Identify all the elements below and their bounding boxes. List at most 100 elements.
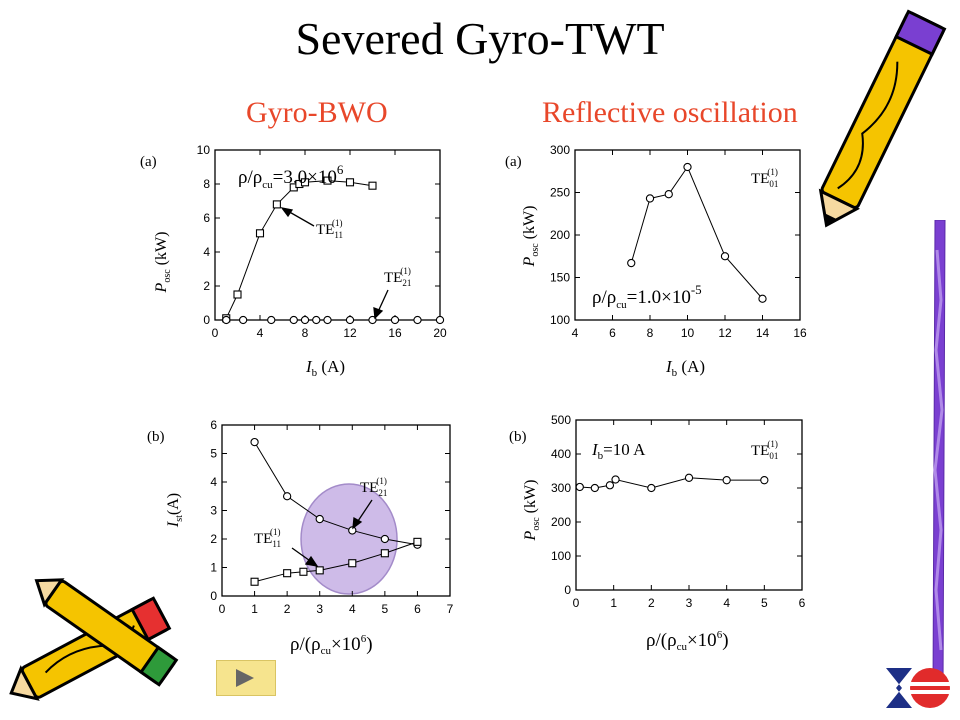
data-point: [300, 315, 310, 325]
annotation-te21-b: TE21(1): [360, 476, 387, 498]
data-point: [283, 569, 292, 578]
annotation-te01-a: TE01(1): [751, 167, 778, 189]
x-tick-label: 12: [343, 326, 357, 340]
y-tick-label: 6: [210, 418, 217, 432]
data-point: [390, 315, 400, 325]
data-point: [348, 526, 357, 535]
x-tick-label: 3: [316, 602, 323, 616]
data-point: [368, 181, 377, 190]
play-triangle-icon: [236, 669, 254, 687]
data-point: [720, 252, 730, 261]
series-line: [630, 165, 763, 300]
section-title-reflective-oscillation: Reflective oscillation: [542, 96, 798, 129]
annotation-te11-b: TE11(1): [254, 527, 281, 549]
data-point: [380, 534, 390, 544]
y-tick-label: 10: [197, 143, 211, 157]
data-point: [368, 315, 377, 325]
ylabel-reflect-a: Posc (kW): [521, 206, 541, 268]
xlabel-bwo-a: Ib (A): [305, 357, 345, 379]
data-point: [722, 476, 731, 485]
y-tick-label: 0: [210, 589, 217, 603]
panel-label-reflect-a: (a): [505, 154, 522, 170]
data-point: [611, 475, 620, 484]
data-point: [345, 315, 355, 325]
series-line: [225, 180, 373, 319]
ylabel-reflect-b: Posc (kW): [522, 480, 542, 542]
data-point: [684, 473, 694, 482]
data-point: [233, 290, 242, 299]
y-tick-label: 200: [551, 515, 571, 529]
x-tick-label: 7: [447, 602, 454, 616]
annotation-te01-b: TE01(1): [751, 439, 778, 461]
x-tick-label: 6: [414, 602, 421, 616]
data-point: [289, 315, 298, 325]
panel-label-bwo-a: (a): [140, 154, 157, 170]
x-tick-label: 1: [251, 602, 258, 616]
pencil-clipart-icon: [932, 220, 946, 690]
data-point: [348, 559, 357, 568]
data-point: [345, 178, 355, 187]
data-point: [627, 258, 636, 268]
xlabel-reflect-b: ρ/(ρcu×106): [646, 629, 729, 653]
x-tick-label: 0: [573, 596, 580, 610]
y-tick-label: 100: [551, 549, 571, 563]
data-point: [323, 176, 332, 185]
x-tick-label: 4: [572, 326, 579, 340]
next-slide-button[interactable]: [216, 660, 276, 696]
arrow-head-te21-b: [352, 516, 363, 530]
arrow-head-te11-a: [280, 207, 294, 218]
x-tick-label: 4: [257, 326, 264, 340]
y-tick-label: 300: [550, 143, 570, 157]
data-point: [250, 437, 259, 447]
institution-logo-icon: [886, 668, 950, 708]
data-point: [647, 483, 656, 493]
data-point: [315, 566, 324, 575]
x-tick-label: 0: [219, 602, 226, 616]
x-tick-label: 12: [718, 326, 732, 340]
x-tick-label: 3: [686, 596, 693, 610]
y-tick-label: 0: [564, 583, 571, 597]
pencil-clipart-icon: [818, 9, 947, 228]
y-tick-label: 3: [210, 504, 217, 518]
data-point: [272, 200, 281, 209]
data-point: [575, 482, 584, 492]
data-point: [590, 483, 599, 493]
data-point: [267, 315, 276, 325]
y-tick-label: 100: [550, 313, 570, 327]
x-tick-label: 16: [793, 326, 807, 340]
y-tick-label: 0: [203, 313, 210, 327]
x-tick-label: 10: [681, 326, 695, 340]
y-tick-label: 6: [203, 211, 210, 225]
x-tick-label: 6: [609, 326, 616, 340]
data-point: [312, 315, 321, 325]
highlight-ellipse: [300, 483, 398, 595]
data-point: [664, 190, 673, 199]
data-point: [300, 178, 310, 187]
arrow-head-te11-b: [304, 555, 319, 567]
ylabel-bwo-b: Ist(A): [165, 493, 185, 528]
section-title-gyro-bwo: Gyro-BWO: [246, 96, 388, 129]
x-tick-label: 14: [756, 326, 770, 340]
xlabel-bwo-b: ρ/(ρcu×106): [290, 633, 373, 657]
y-tick-label: 2: [210, 532, 217, 546]
data-point: [758, 294, 767, 303]
annotation-ib-10a: Ib=10 A: [591, 440, 646, 462]
y-tick-label: 4: [210, 475, 217, 489]
annotation-rho-1e-5: ρ/ρcu=1.0×10-5: [592, 282, 702, 311]
data-point: [315, 514, 324, 524]
y-tick-label: 4: [203, 245, 210, 259]
y-tick-label: 150: [550, 271, 570, 285]
y-tick-label: 200: [550, 228, 570, 242]
y-tick-label: 5: [210, 447, 217, 461]
x-tick-label: 1: [610, 596, 617, 610]
data-point: [255, 229, 265, 238]
y-tick-label: 500: [551, 413, 571, 427]
annotation-te11-a: TE11(1): [316, 218, 343, 240]
slide-title: Severed Gyro-TWT: [295, 13, 665, 64]
data-point: [413, 537, 422, 546]
x-tick-label: 4: [349, 602, 356, 616]
data-point: [222, 315, 231, 325]
x-tick-label: 20: [433, 326, 447, 340]
y-tick-label: 1: [210, 561, 217, 575]
